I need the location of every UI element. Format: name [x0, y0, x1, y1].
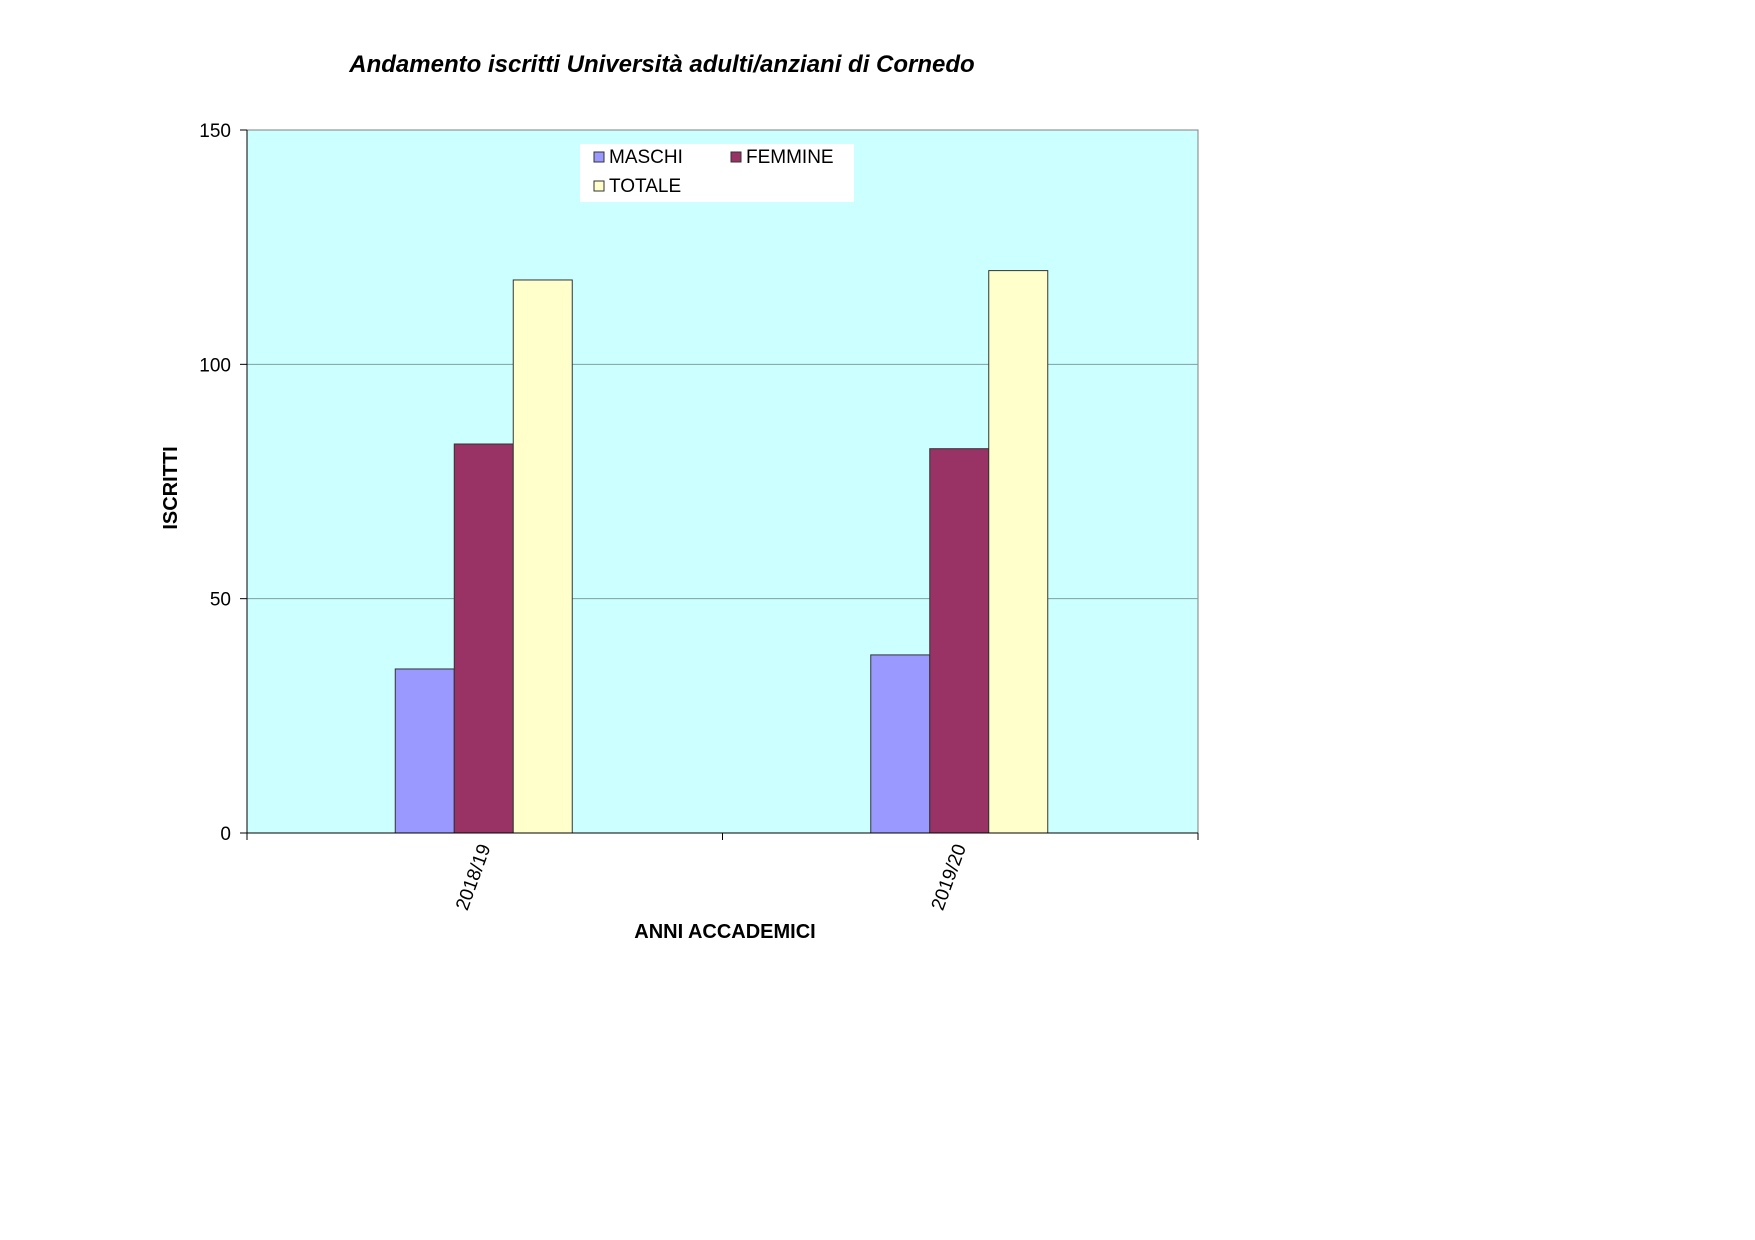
y-tick-label: 50	[210, 590, 231, 611]
bar-maschi-0	[394, 668, 455, 834]
y-tick-label: 150	[199, 121, 231, 142]
bar-totale-1	[988, 270, 1049, 834]
legend: MASCHI FEMMINE TOTALE	[580, 144, 854, 202]
plot-area	[246, 129, 1199, 834]
x-axis-title: ANNI ACCADEMICI	[634, 921, 815, 943]
legend-swatch-totale	[593, 180, 605, 192]
legend-label-totale: TOTALE	[609, 176, 681, 197]
chart-title: Andamento iscritti Università adulti/anz…	[348, 51, 974, 78]
bar-maschi-1	[870, 654, 931, 834]
y-axis-title: ISCRITTI	[160, 446, 182, 529]
x-tick-label: 2018/19	[452, 842, 495, 914]
bar-femmine-0	[453, 443, 514, 834]
axes	[240, 129, 1199, 840]
x-tick-labels: 2018/19 2019/20	[452, 842, 971, 914]
y-tick-labels: 0 50 100 150	[199, 121, 231, 845]
legend-swatch-maschi	[593, 151, 605, 163]
legend-label-femmine: FEMMINE	[746, 147, 834, 168]
legend-box	[580, 144, 854, 202]
y-tick-label: 100	[199, 355, 231, 376]
bar-totale-0	[512, 279, 573, 834]
bar-femmine-1	[929, 448, 990, 834]
legend-label-maschi: MASCHI	[609, 147, 683, 168]
bars	[394, 270, 1049, 834]
y-tick-label: 0	[220, 824, 231, 845]
x-tick-label: 2019/20	[928, 842, 971, 914]
legend-swatch-femmine	[730, 151, 742, 163]
